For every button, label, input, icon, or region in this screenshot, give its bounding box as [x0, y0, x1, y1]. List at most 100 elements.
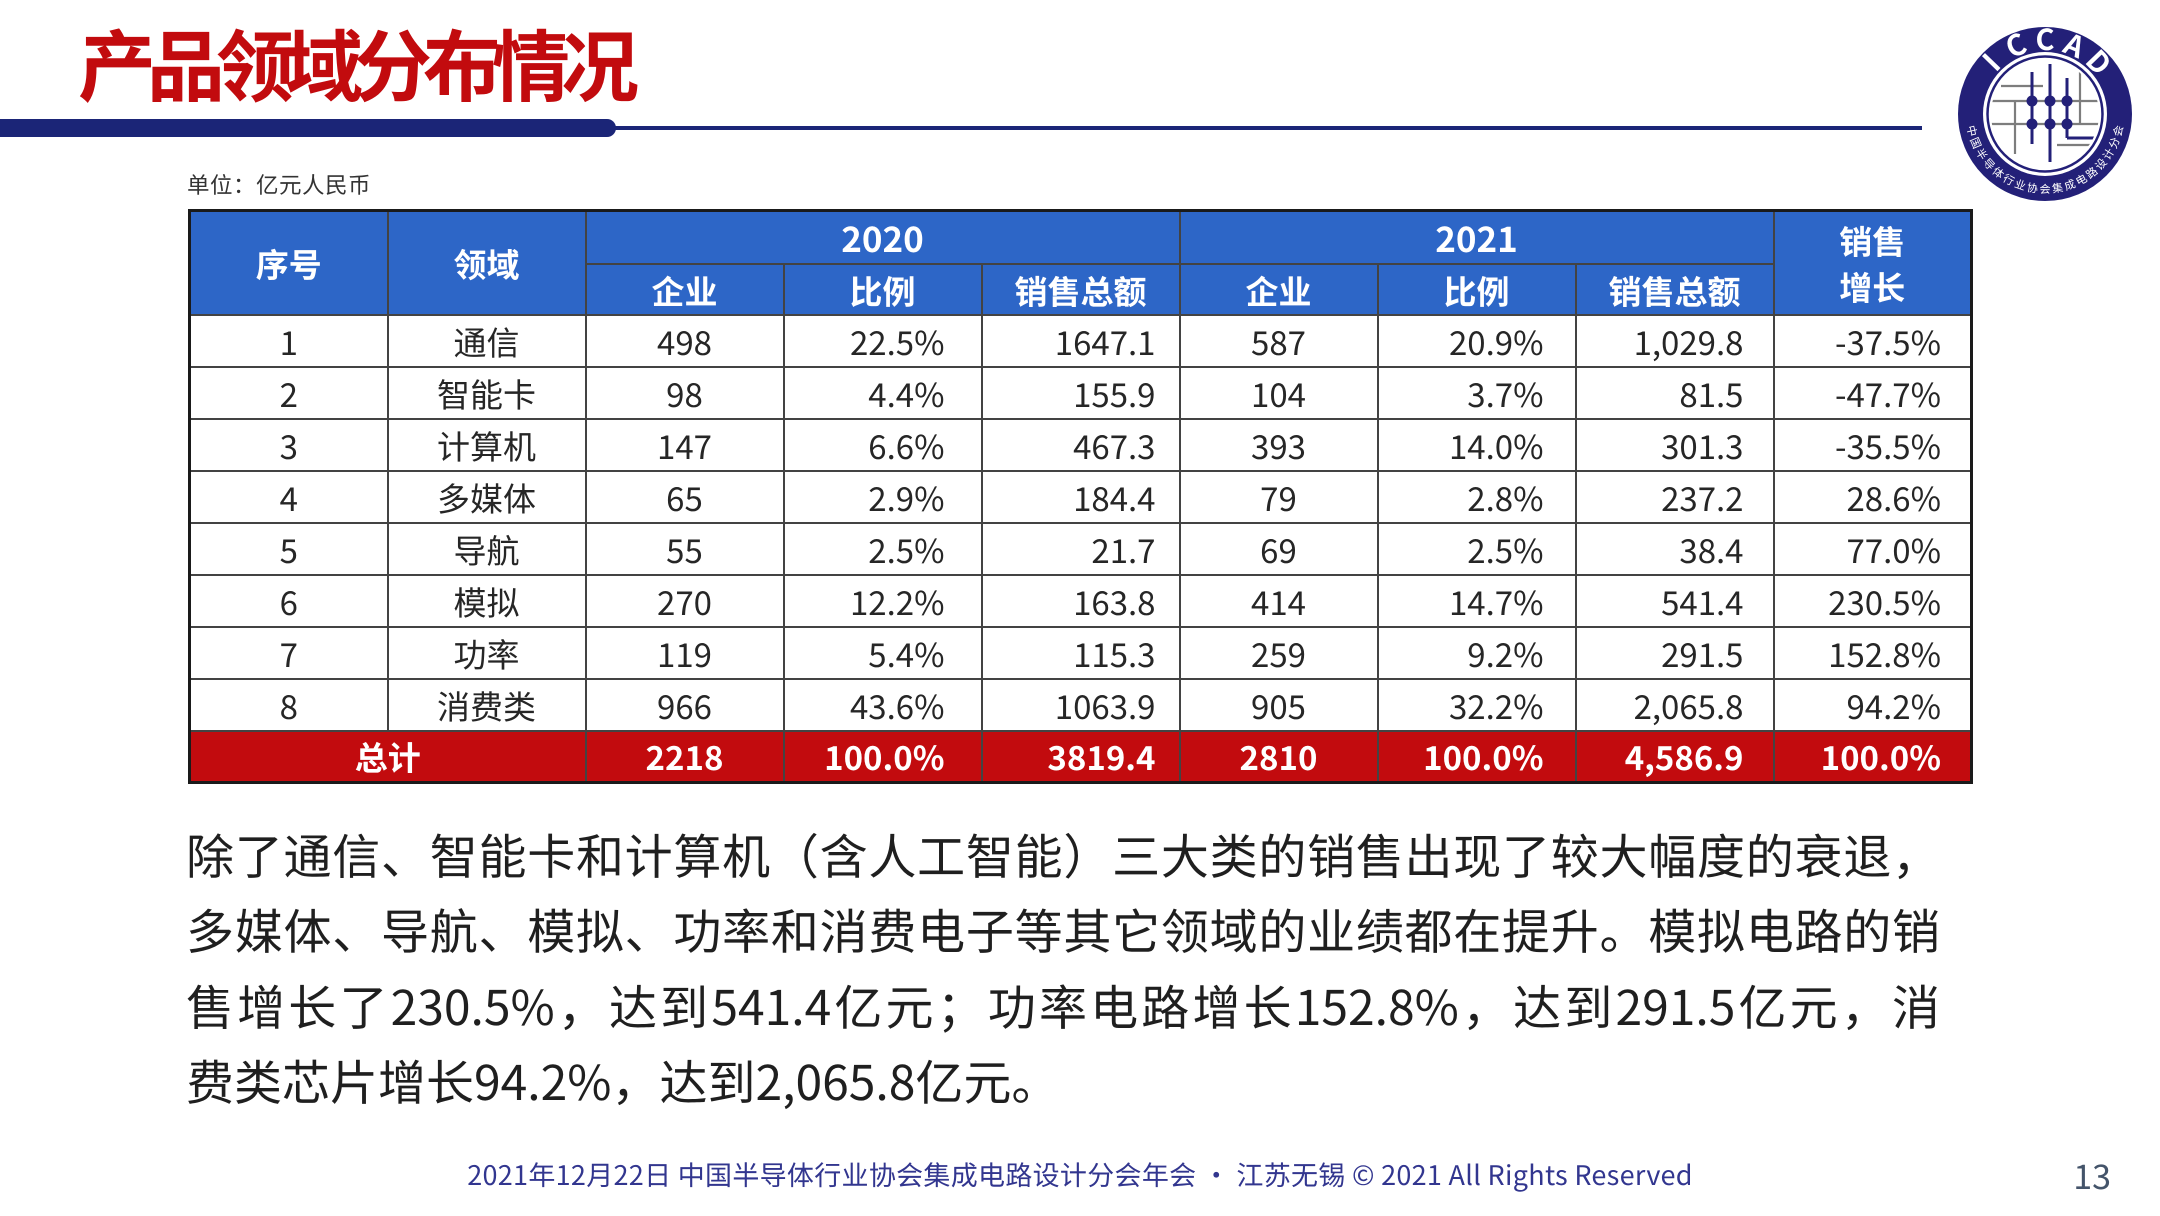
cell-field: 消费类 — [386, 678, 587, 732]
paragraph-line: 多媒体、导航、模拟、功率和消费电子等其它领域的业绩都在提升。模拟电路的销 — [186, 893, 1940, 964]
cell-sales-2020: 115.3 — [980, 626, 1181, 680]
cell-no: 6 — [188, 574, 389, 628]
cell-no: 4 — [188, 470, 389, 524]
col-header-enterprises-2021: 企业 — [1178, 263, 1379, 316]
col-header-sales-growth: 销售 增长 — [1772, 209, 1973, 316]
table-row: 1 通信 498 22.5% 1647.1 587 20.9% 1,029.8 … — [188, 314, 1973, 368]
col-header-sales-2020: 销售总额 — [980, 263, 1181, 316]
cell-ratio-2020: 2.9% — [782, 470, 983, 524]
cell-sales-2021: 1,029.8 — [1574, 314, 1775, 368]
table-row: 2 智能卡 98 4.4% 155.9 104 3.7% 81.5 -47.7% — [188, 366, 1973, 420]
cell-sales-2020: 155.9 — [980, 366, 1181, 420]
cell-sales-2021: 81.5 — [1574, 366, 1775, 420]
table-row: 4 多媒体 65 2.9% 184.4 79 2.8% 237.2 28.6% — [188, 470, 1973, 524]
cell-field: 功率 — [386, 626, 587, 680]
table-header: 序号 领域 2020 2021 销售 增长 企业 比例 销售总额 企业 比例 销… — [188, 209, 1973, 316]
col-header-enterprises-2020: 企业 — [584, 263, 785, 316]
paragraph-line: 售增长了230.5%，达到541.4亿元；功率电路增长152.8%，达到291.… — [186, 968, 1940, 1039]
col-header-ratio-2021: 比例 — [1376, 263, 1577, 316]
cell-total-ratio-2021: 100.0% — [1376, 730, 1577, 783]
cell-sales-growth: 94.2% — [1772, 678, 1973, 732]
cell-no: 2 — [188, 366, 389, 420]
cell-total-ratio-2020: 100.0% — [782, 730, 983, 783]
cell-enterprises-2020: 270 — [584, 574, 785, 628]
cell-field: 多媒体 — [386, 470, 587, 524]
cell-enterprises-2020: 147 — [584, 418, 785, 472]
cell-field: 通信 — [386, 314, 587, 368]
iccad-logo: IC C AD 中国半导体行业协会集成电路设计分会 — [1958, 26, 2132, 201]
cell-ratio-2020: 5.4% — [782, 626, 983, 680]
footer-credit: 2021年12月22日 中国半导体行业协会集成电路设计分会年会 · 江苏无锡 ©… — [467, 1154, 1693, 1193]
table-body: 1 通信 498 22.5% 1647.1 587 20.9% 1,029.8 … — [188, 314, 1973, 783]
cell-sales-2020: 184.4 — [980, 470, 1181, 524]
logo-ring-letter: 业 — [2012, 175, 2028, 194]
cell-field: 智能卡 — [386, 366, 587, 420]
logo-circuit-grid — [1991, 64, 2099, 162]
cell-ratio-2020: 4.4% — [782, 366, 983, 420]
cell-sales-growth: 230.5% — [1772, 574, 1973, 628]
logo-ring-letter: 会 — [2109, 124, 2127, 138]
logo-ring-letter: 成 — [2062, 175, 2078, 194]
cell-no: 5 — [188, 522, 389, 576]
table-total-row: 总计 2218 100.0% 3819.4 2810 100.0% 4,586.… — [188, 730, 1973, 783]
logo-ring-letter: 会 — [2040, 181, 2051, 197]
cell-sales-2020: 21.7 — [980, 522, 1181, 576]
table-row: 6 模拟 270 12.2% 163.8 414 14.7% 541.4 230… — [188, 574, 1973, 628]
cell-ratio-2021: 9.2% — [1376, 626, 1577, 680]
logo-inner-ring — [1986, 55, 2104, 173]
cell-field: 模拟 — [386, 574, 587, 628]
cell-enterprises-2021: 393 — [1178, 418, 1379, 472]
cell-sales-growth: 152.8% — [1772, 626, 1973, 680]
cell-sales-growth: 28.6% — [1772, 470, 1973, 524]
cell-sales-2020: 1647.1 — [980, 314, 1181, 368]
cell-ratio-2021: 2.5% — [1376, 522, 1577, 576]
cell-ratio-2020: 6.6% — [782, 418, 983, 472]
cell-enterprises-2021: 905 — [1178, 678, 1379, 732]
cell-no: 3 — [188, 418, 389, 472]
cell-ratio-2021: 32.2% — [1376, 678, 1577, 732]
table-row: 5 导航 55 2.5% 21.7 69 2.5% 38.4 77.0% — [188, 522, 1973, 576]
page-number: 13 — [2073, 1150, 2111, 1199]
summary-paragraph: 除了通信、智能卡和计算机（含人工智能）三大类的销售出现了较大幅度的衰退， 多媒体… — [186, 816, 1940, 1117]
cell-ratio-2020: 12.2% — [782, 574, 983, 628]
cell-ratio-2021: 2.8% — [1376, 470, 1577, 524]
cell-sales-2021: 301.3 — [1574, 418, 1775, 472]
logo-ring-letter: C — [2035, 26, 2054, 59]
cell-enterprises-2020: 98 — [584, 366, 785, 420]
col-header-2020: 2020 — [584, 209, 1181, 265]
cell-no: 1 — [188, 314, 389, 368]
title-underline-bar — [0, 119, 616, 137]
cell-ratio-2021: 14.0% — [1376, 418, 1577, 472]
table-row: 7 功率 119 5.4% 115.3 259 9.2% 291.5 152.8… — [188, 626, 1973, 680]
col-header-2021: 2021 — [1178, 209, 1775, 265]
cell-sales-growth: 77.0% — [1772, 522, 1973, 576]
paragraph-line: 费类芯片增长94.2%，达到2,065.8亿元。 — [186, 1043, 1060, 1114]
cell-enterprises-2021: 414 — [1178, 574, 1379, 628]
cell-total-sales-2020: 3819.4 — [980, 730, 1181, 783]
table-row: 3 计算机 147 6.6% 467.3 393 14.0% 301.3 -35… — [188, 418, 1973, 472]
cell-enterprises-2020: 65 — [584, 470, 785, 524]
product-field-table: 序号 领域 2020 2021 销售 增长 企业 比例 销售总额 企业 比例 销… — [188, 209, 1973, 784]
col-header-ratio-2020: 比例 — [782, 263, 983, 316]
cell-sales-growth: -47.7% — [1772, 366, 1973, 420]
logo-ring-letter: 集 — [2051, 179, 2065, 197]
cell-sales-growth: -35.5% — [1772, 418, 1973, 472]
cell-sales-growth: -37.5% — [1772, 314, 1973, 368]
cell-enterprises-2021: 587 — [1178, 314, 1379, 368]
slide-title: 产品领域分布情况 — [78, 6, 639, 118]
cell-enterprises-2020: 119 — [584, 626, 785, 680]
cell-sales-2020: 467.3 — [980, 418, 1181, 472]
col-header-field: 领域 — [386, 209, 587, 316]
cell-ratio-2021: 14.7% — [1376, 574, 1577, 628]
cell-sales-2021: 237.2 — [1574, 470, 1775, 524]
col-header-sales-growth-line2: 增长 — [1839, 262, 1906, 310]
cell-total-enterprises-2020: 2218 — [584, 730, 785, 783]
cell-total-enterprises-2021: 2810 — [1178, 730, 1379, 783]
col-header-sales-2021: 销售总额 — [1574, 263, 1775, 316]
cell-no: 8 — [188, 678, 389, 732]
title-underline-rule — [600, 126, 1922, 130]
cell-enterprises-2020: 966 — [584, 678, 785, 732]
cell-sales-2021: 291.5 — [1574, 626, 1775, 680]
unit-label: 单位：亿元人民币 — [187, 168, 372, 200]
col-header-no: 序号 — [188, 209, 389, 316]
